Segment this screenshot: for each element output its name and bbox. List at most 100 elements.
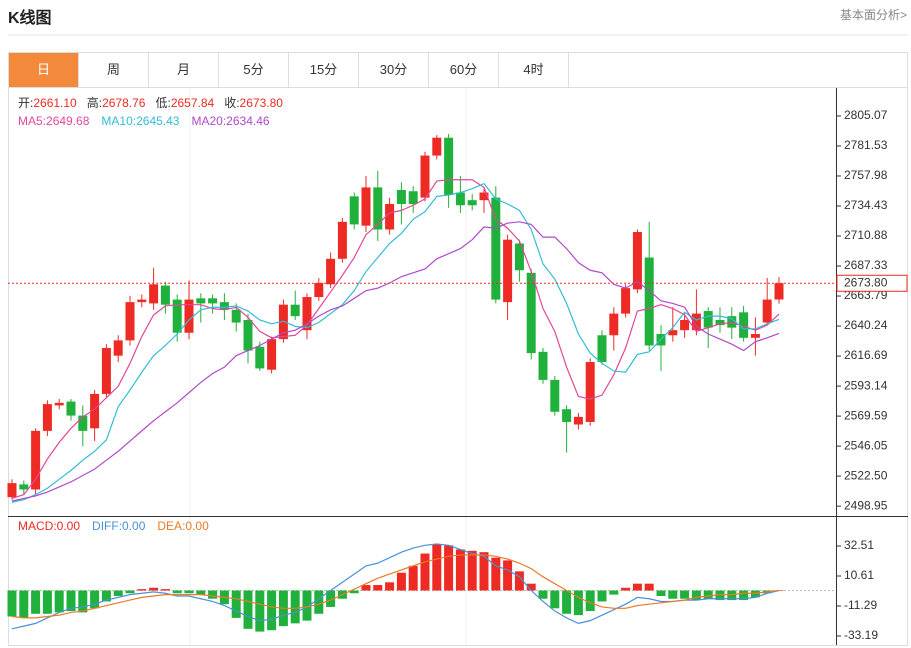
y-tick-label: 2805.07 [844, 108, 888, 122]
candle-body [503, 239, 513, 303]
info-label: 开: [18, 96, 33, 110]
ma-line [11, 179, 780, 500]
macd-bar [396, 572, 406, 591]
candle-body [597, 335, 607, 363]
y-tick-label: 2640.24 [844, 318, 888, 332]
candle-body [31, 430, 41, 490]
candle-body [420, 155, 430, 198]
candle-body [538, 351, 548, 380]
tab[interactable]: 日 [9, 53, 79, 87]
candle-body [609, 313, 619, 336]
last-price-box [836, 274, 908, 292]
macd-bar [231, 590, 241, 618]
tab[interactable]: 月 [149, 53, 219, 87]
candle-body [196, 298, 206, 304]
macd-bar [137, 589, 147, 591]
macd-bar [302, 590, 312, 621]
tab[interactable]: 60分 [429, 53, 499, 87]
macd-bar [562, 590, 572, 614]
macd-bar [184, 590, 194, 594]
info-value: 2657.84 [171, 96, 215, 110]
candle-body [396, 189, 406, 204]
legend-value: 2634.46 [226, 114, 270, 128]
candle-body [54, 402, 64, 406]
candle-body [208, 298, 218, 304]
macd-bar [491, 557, 501, 591]
y-tick-label: 2734.43 [844, 198, 888, 212]
legend-name: DEA: [157, 519, 185, 533]
candle-body [727, 316, 737, 328]
candle-body [66, 401, 76, 416]
y-tick-label: 2569.59 [844, 408, 888, 422]
candle-body [444, 137, 454, 196]
y-tick-label: 2593.14 [844, 378, 888, 392]
legend-value: 2645.43 [136, 114, 180, 128]
macd-bar [7, 590, 17, 617]
candle-body [762, 299, 772, 323]
candle-body [514, 243, 524, 271]
candle-body [349, 196, 359, 225]
y-tick-label: 32.51 [844, 538, 874, 552]
candle-body [562, 409, 572, 422]
legend-name: DIFF: [92, 519, 122, 533]
info-label: 低: [155, 96, 170, 110]
macd-bar [573, 590, 583, 616]
legend: MA5:2649.68 MA10:2645.43 MA20:2634.46 [18, 114, 270, 128]
macd-bar [538, 590, 548, 599]
candle-body [326, 258, 336, 285]
candle-body [125, 302, 135, 341]
macd-bar [373, 585, 383, 591]
candle-body [337, 221, 347, 259]
info-value: 2673.80 [240, 96, 284, 110]
candle-body [632, 232, 642, 290]
macd-bar [691, 590, 701, 601]
tab[interactable]: 周 [79, 53, 149, 87]
candle-body [243, 319, 253, 351]
tab[interactable]: 30分 [359, 53, 429, 87]
macd-line [11, 554, 780, 619]
candle-body [231, 309, 241, 323]
macd-bar [455, 549, 465, 591]
tab[interactable]: 15分 [289, 53, 359, 87]
legend-value: 0.00 [185, 519, 209, 533]
candle-body [644, 257, 654, 346]
y-tick-label: 2546.05 [844, 438, 888, 452]
candle-body [467, 200, 477, 206]
candle-body [455, 192, 465, 206]
candle-body [385, 203, 395, 230]
macd-bar [479, 552, 489, 591]
y-tick-label: 2498.95 [844, 498, 888, 512]
macd-bar [703, 590, 713, 599]
candle-body [149, 284, 159, 304]
info-label: 高: [87, 95, 102, 110]
macd-bar [19, 590, 29, 618]
info-label: 收: [224, 96, 239, 110]
y-tick-label: -11.29 [844, 598, 877, 612]
fundamentals-link[interactable]: 基本面分析> [839, 8, 907, 22]
tab[interactable]: 4时 [499, 53, 569, 87]
candle-body [573, 416, 583, 425]
macd-bar [597, 590, 607, 602]
macd-bar [503, 560, 513, 591]
macd-bar [196, 590, 206, 595]
candle-body [255, 346, 265, 369]
tab-bar: 日周月 5分 15分 30分 60分 4时 [8, 52, 908, 88]
candle-body [479, 192, 489, 201]
macd-bar [750, 590, 760, 598]
title: K线图 [8, 10, 52, 27]
macd-bar [361, 585, 371, 591]
macd-bar [668, 590, 678, 599]
candle-body [267, 339, 277, 370]
macd-bar [290, 590, 300, 624]
legend-name: MA5: [18, 114, 46, 128]
tab[interactable]: 5分 [219, 53, 289, 87]
candle-body [550, 379, 560, 412]
ma-line [11, 182, 780, 503]
candle-body [680, 319, 690, 331]
candle-body [408, 191, 418, 204]
y-tick-label: 2710.88 [844, 228, 888, 242]
y-tick-label: -33.19 [844, 628, 878, 642]
macd-bar [149, 587, 159, 591]
